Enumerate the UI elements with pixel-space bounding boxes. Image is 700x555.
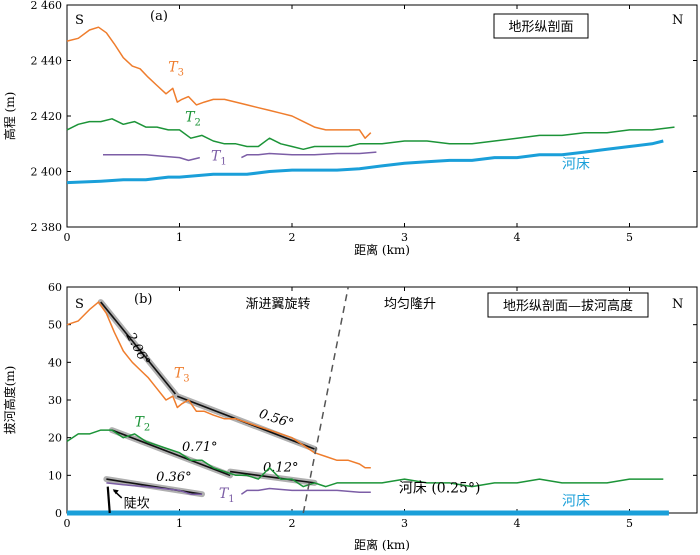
ytick-label-5: 50 — [48, 319, 62, 332]
ytick-label-1: 10 — [48, 469, 62, 482]
panel-a: 0 1 2 3 4 5 2 380 2 400 2 420 2 440 2 460 T3 T2 T1 河床… — [2, 0, 698, 257]
ytick-label-0: 0 — [55, 507, 62, 520]
ytick-label-6: 60 — [48, 281, 62, 294]
fit-label-4: 0.36° — [156, 470, 191, 485]
xtick-label-4: 4 — [514, 231, 521, 244]
scarp-arrowhead — [112, 489, 119, 495]
panel-a-label: (a) — [150, 9, 168, 24]
panel-b-xlabel: 距离 (km) — [354, 537, 410, 552]
ytick-label-0: 2 380 — [31, 221, 63, 234]
xtick-label-5: 5 — [626, 517, 633, 530]
panel-b-fit-lines: 2.06°0.56°0.71°0.12°0.36° — [97, 299, 318, 498]
series-label-0: T3 — [168, 60, 184, 79]
panel-b-ylabel: 拔河高度(m) — [2, 366, 17, 435]
panel-b-title-box — [487, 292, 649, 318]
series-line-3 — [241, 151, 377, 159]
panel-b-north-label: N — [672, 297, 683, 312]
series-label-1: T2 — [135, 414, 151, 433]
xtick-label-0: 0 — [64, 517, 71, 530]
series-line-2 — [103, 154, 200, 162]
fit-line-4 — [106, 478, 203, 495]
xtick-label-3: 3 — [401, 231, 408, 244]
xtick-label-1: 1 — [176, 517, 183, 530]
xtick-label-1: 1 — [176, 231, 183, 244]
series-label-3: 河床 (0.25°) — [399, 480, 481, 496]
ytick-label-4: 40 — [48, 356, 62, 369]
series-line-1 — [66, 118, 675, 151]
xtick-label-4: 4 — [514, 517, 521, 530]
series-line-3 — [240, 487, 371, 495]
series-label-2: T1 — [211, 148, 227, 167]
series-label-1: T2 — [185, 110, 201, 129]
panel-b-label: (b) — [134, 292, 152, 307]
series-line-0 — [66, 301, 371, 469]
panel-b-south-label: S — [75, 297, 84, 312]
xtick-label-2: 2 — [289, 231, 296, 244]
panel-a-title: 地形纵剖面 — [508, 20, 573, 35]
fit-label-3: 0.12° — [263, 461, 298, 476]
series-label-3: 河床 — [562, 157, 590, 173]
panel-a-xlabel: 距离 (km) — [354, 242, 410, 257]
ytick-label-1: 2 400 — [31, 166, 63, 179]
ytick-label-3: 2 440 — [31, 55, 63, 68]
series-line-4 — [66, 139, 664, 185]
scarp-line — [106, 486, 111, 514]
zone-label-progressive: 渐进翼旋转 — [245, 297, 310, 312]
ytick-label-4: 2 460 — [31, 0, 63, 12]
zone-label-uniform: 均匀隆升 — [384, 297, 436, 312]
series-label-2: T1 — [219, 486, 235, 505]
xtick-label-2: 2 — [289, 517, 296, 530]
panel-a-ticks: 0 1 2 3 4 5 2 380 2 400 2 420 2 440 2 460 — [31, 0, 697, 244]
fit-line-0 — [100, 301, 178, 397]
panel-a-ylabel: 高程 (m) — [2, 92, 17, 141]
panel-a-north-label: N — [672, 13, 683, 28]
series-line-0 — [66, 26, 372, 139]
fit-label-0: 2.06° — [122, 329, 152, 368]
panel-a-title-box — [493, 13, 589, 39]
panel-b-series — [66, 301, 669, 516]
series-line-2 — [106, 482, 202, 495]
panel-a-series — [66, 26, 675, 185]
scarp-marker: 陡坎 — [106, 486, 150, 514]
series-label-0: T3 — [174, 365, 190, 384]
xtick-label-3: 3 — [401, 517, 408, 530]
panel-b-labels: T3 T2 T1 河床 (0.25°) 河床 — [135, 365, 591, 509]
ytick-label-2: 20 — [48, 432, 62, 445]
scarp-label: 陡坎 — [124, 496, 150, 511]
fit-label-2: 0.71° — [182, 440, 217, 455]
panel-a-frame — [66, 4, 698, 228]
xtick-label-0: 0 — [64, 231, 71, 244]
xtick-label-5: 5 — [626, 231, 633, 244]
zone-divider-line — [302, 286, 349, 514]
fit-line-3 — [230, 470, 315, 484]
fit-line-2 — [111, 429, 231, 477]
ytick-label-2: 2 420 — [31, 110, 63, 123]
series-line-1 — [66, 429, 664, 488]
ytick-label-3: 30 — [48, 394, 62, 407]
series-label-4: 河床 — [562, 493, 590, 509]
panel-a-south-label: S — [75, 13, 84, 28]
panel-b-title: 地形纵剖面—拔河高度 — [503, 298, 633, 314]
